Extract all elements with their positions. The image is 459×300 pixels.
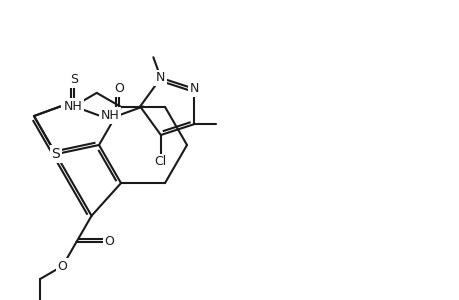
Text: O: O bbox=[104, 235, 114, 248]
Text: O: O bbox=[104, 235, 114, 248]
Text: S: S bbox=[70, 73, 78, 86]
Text: NH: NH bbox=[63, 100, 82, 113]
Text: O: O bbox=[57, 260, 67, 272]
Text: NH: NH bbox=[63, 100, 82, 113]
Text: N: N bbox=[156, 71, 165, 84]
Text: N: N bbox=[189, 82, 199, 95]
Text: N: N bbox=[189, 82, 199, 95]
Text: O: O bbox=[57, 260, 67, 272]
Text: Cl: Cl bbox=[154, 155, 167, 169]
Text: NH: NH bbox=[101, 109, 119, 122]
Text: S: S bbox=[51, 147, 60, 161]
Text: O: O bbox=[113, 82, 123, 95]
Text: N: N bbox=[156, 71, 165, 84]
Text: O: O bbox=[113, 82, 123, 95]
Text: S: S bbox=[51, 147, 60, 161]
Text: NH: NH bbox=[101, 109, 119, 122]
Text: Cl: Cl bbox=[154, 155, 167, 169]
Text: S: S bbox=[70, 73, 78, 86]
